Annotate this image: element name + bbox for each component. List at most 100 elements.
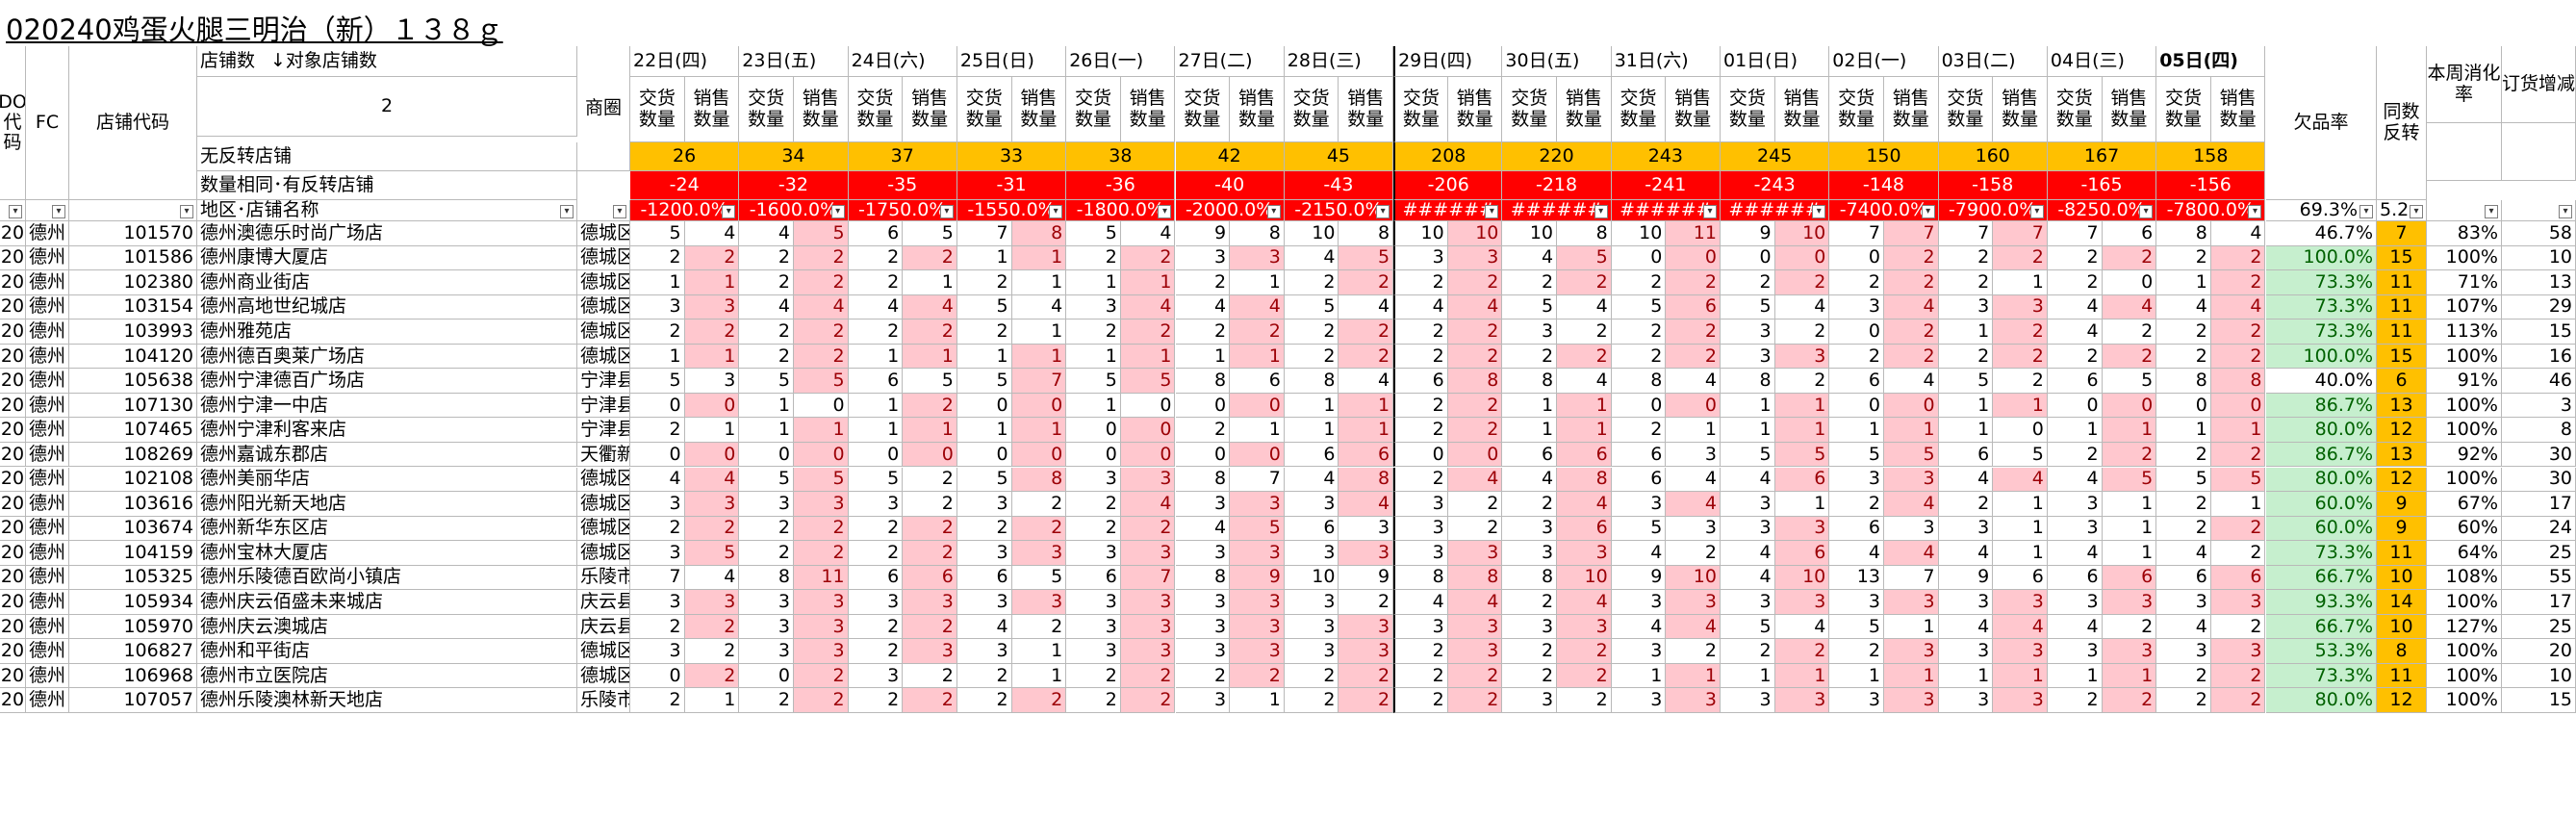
deliver-qty-cell: 1 [1721,418,1775,443]
sales-qty-cell: 2 [1011,516,1067,542]
sales-qty-header: 销售数量 [1774,77,1830,142]
sales-qty-cell: 3 [1011,541,1067,566]
filter-day-icon[interactable]: ▾ [1158,205,1172,218]
filter-day-icon[interactable]: ▾ [939,205,954,218]
deliver-qty-cell: 4 [2047,320,2103,345]
deliver-qty-cell: 2 [848,270,904,295]
filter-consumption-icon[interactable]: ▾ [2485,205,2498,218]
filter-day-icon[interactable]: ▾ [1266,205,1281,218]
deliver-qty-cell: 5 [1721,614,1775,640]
order-change-cell: 30 [2502,467,2576,493]
fc-cell: 德州 [26,492,69,517]
sales-qty-cell: 2 [1557,320,1612,345]
deliver-qty-cell: 10 [1502,221,1558,246]
filter-day-icon[interactable]: ▾ [2029,205,2044,218]
filter-day-icon[interactable]: ▾ [1702,205,1717,218]
deliver-qty-header: 交货数量 [2156,77,2211,142]
sales-qty-cell: 2 [1883,320,1939,345]
same-turn-cell: 15 [2377,245,2427,271]
sales-qty-cell: 1 [684,418,740,443]
filter-day-icon[interactable]: ▾ [1485,205,1499,218]
sales-qty-cell: 11 [793,565,849,591]
filter-day-icon[interactable]: ▾ [1376,205,1390,218]
sales-qty-cell: 3 [1774,344,1830,370]
filter-day-icon[interactable]: ▾ [1594,205,1608,218]
no-turnover-count: 245 [1721,142,1830,171]
store-name-cell: 德州澳德乐时尚广场店 [197,221,577,246]
store-name-cell: 德州阳光新天地店 [197,492,577,517]
header-store-code: 店铺代码 [69,46,197,200]
filter-day-icon[interactable]: ▾ [2139,205,2154,218]
filter-do-icon[interactable]: ▾ [9,205,22,218]
do-code-cell: 20 [0,270,26,295]
filter-day-icon[interactable]: ▾ [830,205,845,218]
order-change-cell: 58 [2502,221,2576,246]
sales-qty-cell: 2 [684,663,740,689]
filter-stockout-icon[interactable]: ▾ [2359,205,2373,218]
circle-cell: 德城区 [577,221,630,246]
filter-same-turn-icon[interactable]: ▾ [2410,205,2423,218]
sales-qty-cell: 4 [1774,614,1830,640]
deliver-qty-cell: 5 [630,221,685,246]
deliver-qty-cell: 4 [2047,541,2103,566]
sales-qty-cell: 3 [1774,516,1830,542]
sales-qty-cell: 4 [1883,369,1939,394]
order-change-cell: 13 [2502,270,2576,295]
filter-day-icon[interactable]: ▾ [1049,205,1063,218]
sales-qty-cell: 2 [1230,320,1285,345]
filter-region-icon[interactable]: ▾ [560,205,574,218]
sales-qty-cell: 7 [1011,369,1067,394]
filter-order-icon[interactable]: ▾ [2559,205,2572,218]
filter-fc-icon[interactable]: ▾ [52,205,65,218]
deliver-qty-cell: 3 [1502,614,1558,640]
consumption-blank [2427,114,2502,181]
sales-qty-cell: 1 [1993,541,2048,566]
circle-cell: 庆云县 [577,614,630,640]
do-code-cell: 20 [0,639,26,664]
deliver-qty-cell: 2 [739,516,794,542]
filter-day-icon[interactable]: ▾ [1812,205,1826,218]
sales-qty-cell: 2 [2210,541,2266,566]
sales-qty-cell: 2 [1883,344,1939,370]
deliver-qty-cell: 1 [1066,270,1121,295]
fc-cell: 德州 [26,442,69,468]
day-summary-cell: -1600.0% ▾ [739,200,849,221]
filter-circle-icon[interactable]: ▾ [613,205,626,218]
deliver-qty-cell: 5 [1611,294,1667,320]
filter-day-icon[interactable]: ▾ [722,205,736,218]
sales-qty-cell: 8 [1447,565,1503,591]
deliver-qty-cell: 1 [2156,270,2211,295]
deliver-qty-cell: 4 [630,467,685,493]
deliver-qty-cell: 0 [1066,442,1121,468]
deliver-qty-cell: 4 [1175,516,1231,542]
sales-qty-cell: 2 [2210,245,2266,271]
fc-cell: 德州 [26,541,69,566]
deliver-qty-cell: 3 [1721,320,1775,345]
deliver-qty-cell: 5 [1721,442,1775,468]
deliver-qty-cell: 6 [1829,369,1884,394]
sales-qty-header: 销售数量 [1883,77,1939,142]
stockout-rate-cell: 66.7% [2266,565,2377,591]
deliver-qty-cell: 2 [2047,442,2103,468]
sales-qty-cell: 3 [1447,541,1503,566]
stockout-rate-cell: 86.7% [2266,442,2377,468]
filter-code-icon[interactable]: ▾ [180,205,193,218]
deliver-qty-cell: 3 [1393,541,1448,566]
consumption-cell: 67% [2427,492,2502,517]
deliver-qty-cell: 1 [1175,344,1231,370]
deliver-qty-cell: 2 [1284,320,1339,345]
deliver-qty-cell: 2 [1393,663,1448,689]
sales-qty-cell: 3 [1339,516,1394,542]
filter-day-icon[interactable]: ▾ [1921,205,1935,218]
sales-qty-cell: 2 [793,245,849,271]
sales-qty-cell: 5 [1883,442,1939,468]
filter-day-icon[interactable]: ▾ [2248,205,2262,218]
deliver-qty-cell: 5 [739,369,794,394]
deliver-qty-cell: 2 [1721,639,1775,664]
deliver-qty-cell: 2 [1502,270,1558,295]
sales-qty-cell: 3 [2210,639,2266,664]
deliver-qty-cell: 2 [1829,344,1884,370]
deliver-qty-header: 交货数量 [1938,77,1994,142]
deliver-qty-cell: 2 [1393,467,1448,493]
day-summary: ###### [1728,200,1821,220]
